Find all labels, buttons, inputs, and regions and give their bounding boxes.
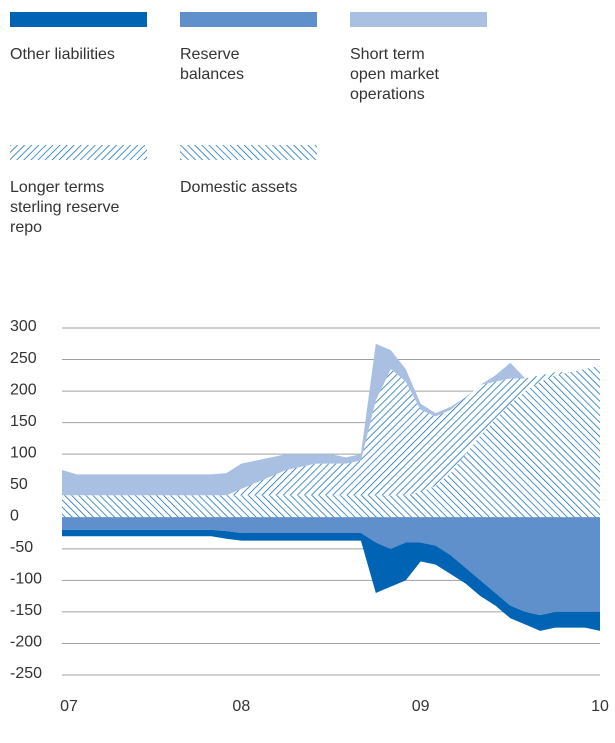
legend-item: Longer terms sterling reserve repo bbox=[10, 145, 147, 238]
y-tick-label: -100 bbox=[10, 571, 42, 588]
swatch-fill bbox=[180, 145, 317, 160]
y-tick-label: 200 bbox=[10, 381, 37, 398]
legend-label: Short term open market operations bbox=[350, 46, 439, 103]
legend-label: Domestic assets bbox=[180, 179, 298, 196]
legend-label: Reserve balances bbox=[180, 46, 245, 83]
legend-item: Other liabilities bbox=[10, 12, 150, 65]
legend-swatch bbox=[10, 12, 147, 27]
legend-item: Domestic assets bbox=[180, 145, 340, 198]
x-tick-label: 09 bbox=[412, 698, 430, 715]
area bbox=[62, 365, 600, 496]
y-tick-label: 50 bbox=[10, 476, 28, 493]
swatch-fill bbox=[180, 12, 317, 27]
swatch-fill bbox=[350, 12, 487, 27]
swatch-fill bbox=[10, 145, 147, 160]
x-tick-label: 10 bbox=[591, 698, 609, 715]
y-tick-label: 0 bbox=[10, 507, 19, 524]
y-tick-label: 300 bbox=[10, 318, 37, 335]
legend: Other liabilities Reserve balances Short t… bbox=[0, 0, 615, 290]
y-tick-label: -200 bbox=[10, 634, 42, 651]
area bbox=[62, 343, 600, 496]
x-tick-label: 08 bbox=[232, 698, 250, 715]
area bbox=[62, 517, 600, 616]
area bbox=[62, 529, 600, 631]
legend-item: Reserve balances bbox=[180, 12, 317, 85]
y-tick-label: -50 bbox=[10, 539, 33, 556]
legend-label: Other liabilities bbox=[10, 46, 115, 63]
swatch-fill bbox=[10, 12, 147, 27]
legend-item: Short term open market operations bbox=[350, 12, 487, 105]
legend-label: Longer terms sterling reserve repo bbox=[10, 179, 120, 236]
legend-swatch bbox=[180, 145, 317, 160]
y-tick-label: 100 bbox=[10, 444, 37, 461]
legend-swatch bbox=[10, 145, 147, 160]
legend-swatch bbox=[180, 12, 317, 27]
x-tick-label: 07 bbox=[60, 698, 78, 715]
legend-swatch bbox=[350, 12, 487, 27]
y-tick-label: -250 bbox=[10, 665, 42, 682]
area bbox=[62, 365, 600, 518]
y-tick-label: 150 bbox=[10, 413, 37, 430]
y-tick-label: 250 bbox=[10, 350, 37, 367]
y-tick-label: -150 bbox=[10, 602, 42, 619]
